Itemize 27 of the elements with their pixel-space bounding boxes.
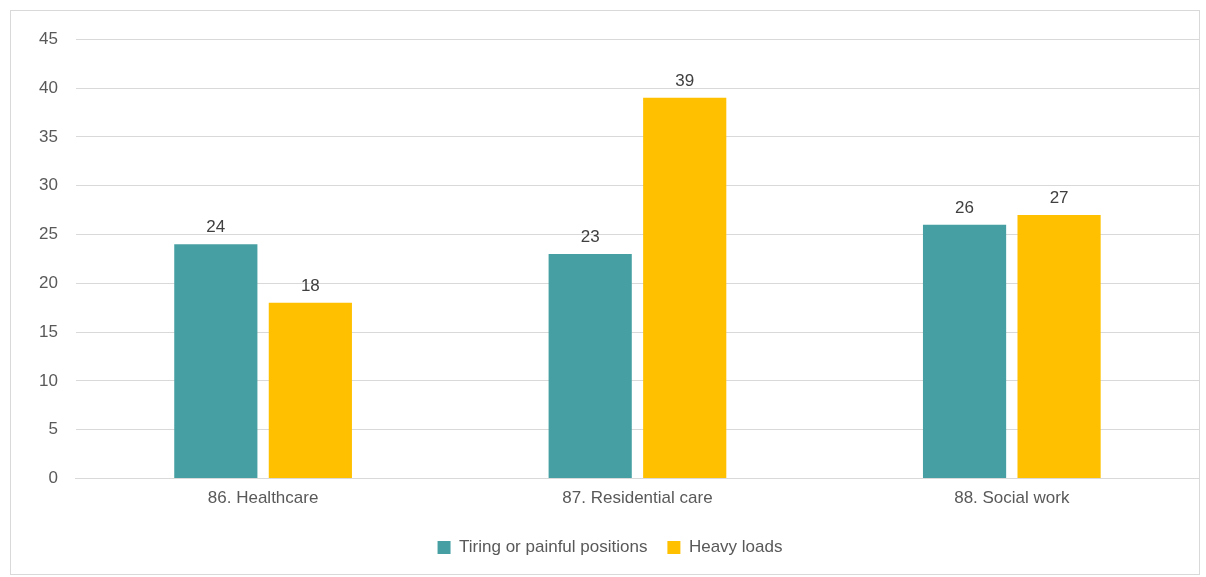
y-tick-label: 40 — [38, 77, 58, 97]
x-tick-label: 87. Residential care — [562, 488, 713, 508]
y-tick-label: 20 — [38, 273, 58, 292]
y-tick-label: 25 — [38, 224, 58, 244]
data-label: 24 — [206, 217, 226, 237]
legend-label: Tiring or painful positions — [459, 537, 648, 557]
y-tick-label: 45 — [38, 28, 58, 48]
bar — [174, 244, 258, 479]
y-tick-label: 30 — [38, 175, 58, 195]
y-tick-label: 5 — [48, 419, 58, 439]
bar — [643, 97, 727, 479]
data-label: 26 — [955, 197, 975, 217]
bar — [922, 224, 1007, 479]
data-label: 18 — [300, 276, 320, 296]
y-tick-label: 35 — [38, 126, 58, 146]
y-tick-label: 10 — [38, 370, 58, 390]
y-tick-label: 0 — [48, 468, 58, 488]
bar — [548, 254, 632, 479]
y-tick-label: 15 — [38, 321, 58, 341]
data-label: 39 — [675, 70, 695, 90]
bar — [1017, 214, 1101, 479]
data-label: 27 — [1049, 188, 1069, 208]
bar — [268, 302, 352, 479]
data-label: 23 — [580, 227, 600, 247]
legend-label: Heavy loads — [688, 537, 783, 557]
x-tick-label: 88. Social work — [954, 488, 1070, 508]
x-tick-label: 86. Healthcare — [207, 488, 319, 508]
